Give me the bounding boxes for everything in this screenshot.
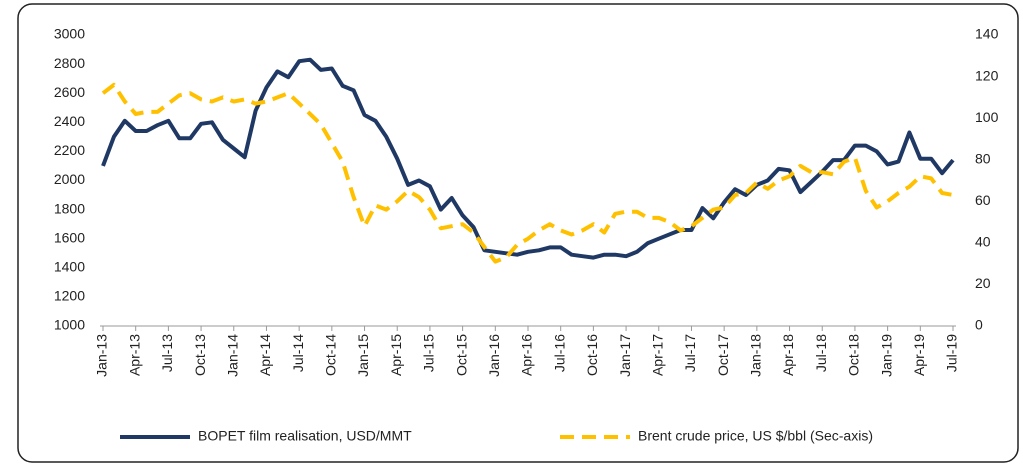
y-tick-label: 2400 bbox=[54, 113, 85, 129]
x-tick-label: Jul-15 bbox=[421, 334, 437, 372]
x-tick-label: Apr-19 bbox=[911, 334, 927, 376]
x-tick-label: Jan-18 bbox=[748, 334, 764, 377]
x-tick-label: Jul-13 bbox=[159, 334, 175, 372]
x-tick-label: Apr-13 bbox=[126, 334, 142, 376]
y-tick-label: 2000 bbox=[54, 171, 85, 187]
x-tick-label: Jan-17 bbox=[617, 334, 633, 377]
legend-label: BOPET film realisation, USD/MMT bbox=[198, 428, 412, 444]
x-tick-label: Oct-17 bbox=[715, 334, 731, 376]
x-tick-label: Oct-18 bbox=[846, 334, 862, 376]
y2-tick-label: 140 bbox=[975, 26, 999, 42]
y-tick-label: 2800 bbox=[54, 55, 85, 71]
y2-tick-label: 80 bbox=[975, 150, 991, 166]
y-tick-label: 1200 bbox=[54, 288, 85, 304]
frame bbox=[17, 3, 1019, 463]
x-tick-label: Jan-14 bbox=[224, 334, 240, 377]
x-tick-label: Oct-13 bbox=[192, 334, 208, 376]
x-tick-label: Apr-14 bbox=[257, 334, 273, 376]
y2-tick-label: 40 bbox=[975, 234, 991, 250]
legend-label: Brent crude price, US $/bbl (Sec-axis) bbox=[638, 428, 873, 444]
x-tick-label: Jan-19 bbox=[878, 334, 894, 377]
x-tick-label: Jul-18 bbox=[813, 334, 829, 372]
y-tick-label: 1400 bbox=[54, 259, 85, 275]
y-tick-label: 3000 bbox=[54, 26, 85, 42]
series-line bbox=[101, 82, 954, 264]
y-tick-label: 1600 bbox=[54, 229, 85, 245]
y-tick-label: 1800 bbox=[54, 200, 85, 216]
x-tick-label: Jan-16 bbox=[486, 334, 502, 377]
x-tick-label: Jan-15 bbox=[355, 334, 371, 377]
y2-tick-label: 60 bbox=[975, 192, 991, 208]
x-tick-label: Apr-15 bbox=[388, 334, 404, 376]
x-tick-label: Jan-13 bbox=[94, 334, 110, 377]
y2-tick-label: 0 bbox=[975, 317, 983, 333]
x-tick-label: Oct-16 bbox=[584, 334, 600, 376]
y2-tick-label: 100 bbox=[975, 109, 999, 125]
y-tick-label: 1000 bbox=[54, 317, 85, 333]
x-tick-label: Apr-18 bbox=[780, 334, 796, 376]
x-tick-label: Oct-14 bbox=[323, 334, 339, 376]
y-tick-label: 2200 bbox=[54, 142, 85, 158]
x-tick-label: Jul-16 bbox=[551, 334, 567, 372]
x-tick-label: Oct-15 bbox=[453, 334, 469, 376]
x-tick-label: Jul-17 bbox=[682, 334, 698, 372]
x-tick-label: Jul-14 bbox=[290, 334, 306, 372]
y-tick-label: 2600 bbox=[54, 84, 85, 100]
x-tick-label: Apr-17 bbox=[649, 334, 665, 376]
y2-tick-label: 20 bbox=[975, 275, 991, 291]
x-tick-label: Jul-19 bbox=[944, 334, 960, 372]
x-tick-label: Apr-16 bbox=[519, 334, 535, 376]
y2-tick-label: 120 bbox=[975, 67, 999, 83]
series-line bbox=[101, 57, 955, 260]
